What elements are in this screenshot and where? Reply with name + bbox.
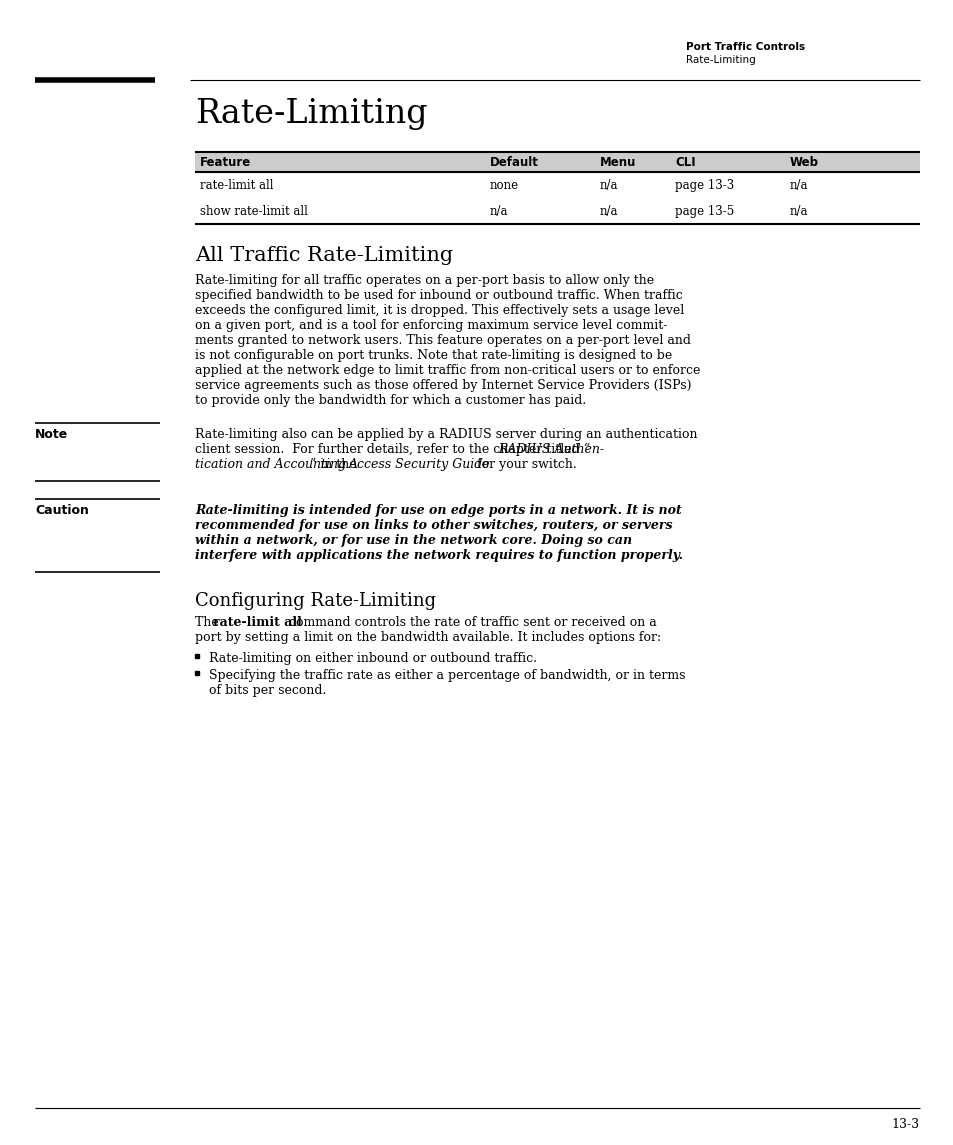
Text: command controls the rate of traffic sent or received on a: command controls the rate of traffic sen… [285,616,656,629]
Text: Caution: Caution [35,504,89,518]
Text: Rate-limiting also can be applied by a RADIUS server during an authentication: Rate-limiting also can be applied by a R… [194,428,697,441]
Text: The: The [194,616,222,629]
Text: recommended for use on links to other switches, routers, or servers: recommended for use on links to other sw… [194,519,672,532]
Text: n/a: n/a [599,205,618,218]
Text: Port Traffic Controls: Port Traffic Controls [685,42,804,52]
Text: Menu: Menu [599,156,636,169]
Text: rate-limit all: rate-limit all [213,616,301,629]
Text: interfere with applications the network requires to function properly.: interfere with applications the network … [194,548,682,562]
Text: exceeds the configured limit, it is dropped. This effectively sets a usage level: exceeds the configured limit, it is drop… [194,305,683,317]
Text: Rate-Limiting: Rate-Limiting [685,55,755,65]
Text: page 13-3: page 13-3 [675,179,734,192]
Text: Access Security Guide: Access Security Guide [349,458,490,471]
Text: Rate-limiting on either inbound or outbound traffic.: Rate-limiting on either inbound or outbo… [209,652,537,665]
Text: for your switch.: for your switch. [473,458,577,471]
Text: to provide only the bandwidth for which a customer has paid.: to provide only the bandwidth for which … [194,394,586,406]
Text: Default: Default [490,156,538,169]
Text: n/a: n/a [599,179,618,192]
Text: Rate-Limiting: Rate-Limiting [194,98,427,131]
Text: Rate-limiting for all traffic operates on a per-port basis to allow only the: Rate-limiting for all traffic operates o… [194,274,654,287]
Text: applied at the network edge to limit traffic from non-critical users or to enfor: applied at the network edge to limit tra… [194,364,700,377]
Text: Note: Note [35,428,69,441]
Text: Configuring Rate-Limiting: Configuring Rate-Limiting [194,592,436,610]
Text: within a network, or for use in the network core. Doing so can: within a network, or for use in the netw… [194,534,632,547]
Text: CLI: CLI [675,156,695,169]
Text: client session.  For further details, refer to the chapter titled “: client session. For further details, ref… [194,443,590,456]
Text: of bits per second.: of bits per second. [209,684,326,697]
Text: show rate-limit all: show rate-limit all [200,205,308,218]
Text: RADIUS Authen-: RADIUS Authen- [497,443,603,456]
Text: Rate-limiting is intended for use on edge ports in a network. It is not: Rate-limiting is intended for use on edg… [194,504,681,518]
Text: ments granted to network users. This feature operates on a per-port level and: ments granted to network users. This fea… [194,334,690,347]
Text: Web: Web [789,156,818,169]
Text: n/a: n/a [789,205,807,218]
Text: is not configurable on port trunks. Note that rate-limiting is designed to be: is not configurable on port trunks. Note… [194,349,672,362]
Text: none: none [490,179,518,192]
Text: n/a: n/a [490,205,508,218]
Text: Feature: Feature [200,156,251,169]
Text: rate-limit all: rate-limit all [200,179,274,192]
Text: Specifying the traffic rate as either a percentage of bandwidth, or in terms: Specifying the traffic rate as either a … [209,669,685,682]
Text: page 13-5: page 13-5 [675,205,734,218]
Text: tication and Accounting: tication and Accounting [194,458,346,471]
Bar [194,152,919,172]
Text: n/a: n/a [789,179,807,192]
Text: specified bandwidth to be used for inbound or outbound traffic. When traffic: specified bandwidth to be used for inbou… [194,289,682,302]
Text: 13-3: 13-3 [891,1118,919,1131]
Text: All Traffic Rate-Limiting: All Traffic Rate-Limiting [194,246,453,264]
Text: ” in the: ” in the [310,458,360,471]
Text: port by setting a limit on the bandwidth available. It includes options for:: port by setting a limit on the bandwidth… [194,631,660,643]
Text: service agreements such as those offered by Internet Service Providers (ISPs): service agreements such as those offered… [194,379,691,392]
Text: on a given port, and is a tool for enforcing maximum service level commit-: on a given port, and is a tool for enfor… [194,319,667,332]
